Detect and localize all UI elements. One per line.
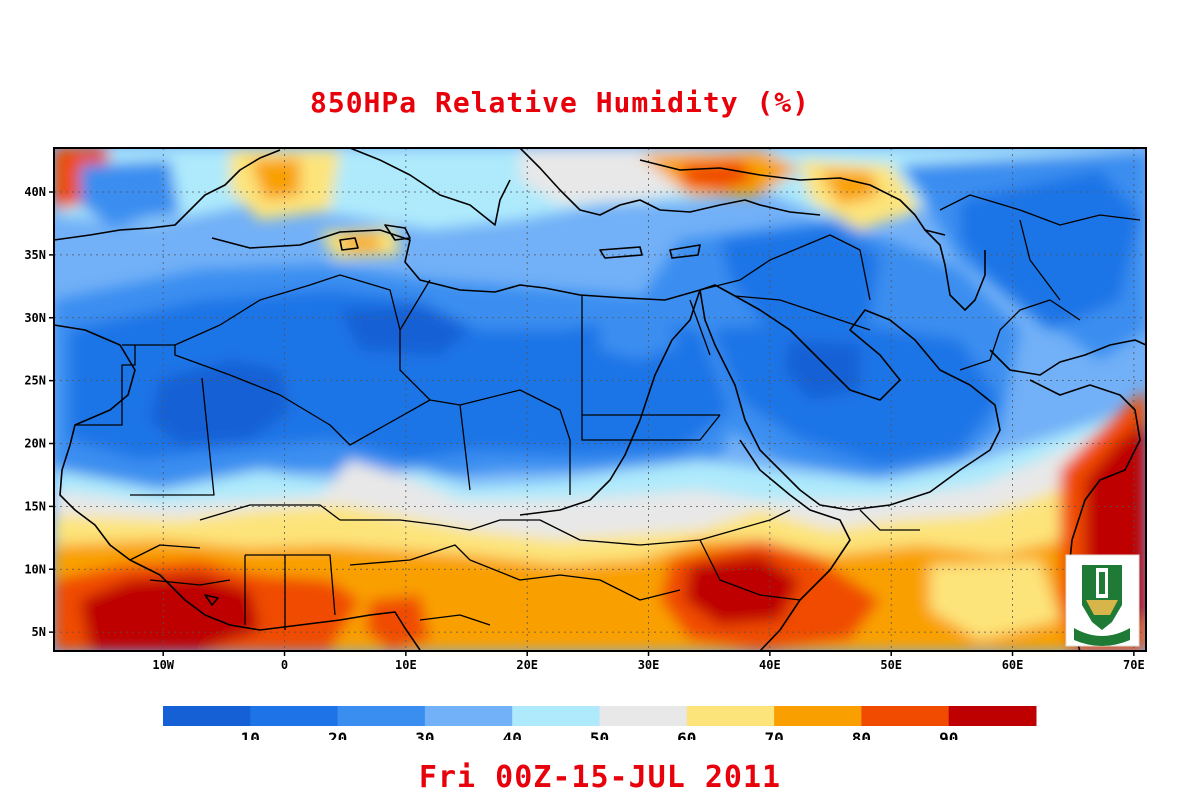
colorbar-swatch — [599, 706, 688, 726]
y-tick-label: 20N — [24, 437, 46, 451]
humidity-map: 10W 0 10E 20E 30E 40E 50E 60E 70E 40N 35N 30N 25N 20N… — [24, 147, 1147, 740]
colorbar-swatch — [686, 706, 775, 726]
map-title: 850HPa Relative Humidity (%) — [309, 86, 810, 119]
colorbar-swatch — [163, 706, 251, 726]
map-frame — [53, 147, 1147, 652]
colorbar-label: 80 — [852, 729, 871, 740]
colorbar-swatch — [774, 706, 862, 726]
colorbar-label: 40 — [503, 729, 522, 740]
y-tick-label: 25N — [24, 374, 46, 388]
colorbar-label: 10 — [241, 729, 260, 740]
colorbar-swatch — [250, 706, 339, 726]
x-tick-label: 60E — [1002, 658, 1024, 672]
valid-time-label: Fri 00Z-15-JUL 2011 — [418, 760, 782, 795]
y-tick-label: 35N — [24, 248, 46, 262]
colorbar-label: 90 — [939, 729, 958, 740]
colorbar-label: 60 — [677, 729, 696, 740]
colorbar-swatch — [948, 706, 1037, 726]
x-tick-label: 40E — [759, 658, 781, 672]
x-tick-label: 50E — [880, 658, 902, 672]
country-borders — [75, 194, 1141, 630]
grid-lines — [54, 148, 1146, 651]
x-tick-label: 20E — [516, 658, 538, 672]
coastlines — [54, 148, 1146, 651]
university-seal-logo — [1065, 554, 1140, 647]
humidity-field — [54, 148, 1146, 651]
y-tick-label: 10N — [24, 562, 46, 576]
x-tick-label: 0 — [281, 658, 288, 672]
y-tick-label: 40N — [24, 185, 46, 199]
colorbar-swatch — [861, 706, 950, 726]
colorbar-label: 30 — [415, 729, 434, 740]
colorbar-swatch — [512, 706, 600, 726]
x-tick-label: 10W — [152, 658, 174, 672]
x-tick-label: 10E — [395, 658, 417, 672]
colorbar-label: 20 — [328, 729, 347, 740]
y-tick-label: 5N — [32, 625, 46, 639]
colorbar-label: 50 — [590, 729, 609, 740]
x-tick-label: 30E — [638, 658, 660, 672]
y-tick-label: 30N — [24, 311, 46, 325]
colorbar-swatch — [337, 706, 426, 726]
x-tick-label: 70E — [1123, 658, 1145, 672]
colorbar: 10 20 30 40 50 60 70 80 90 — [163, 706, 1037, 740]
map-ticks: 10W 0 10E 20E 30E 40E 50E 60E 70E 40N 35N 30N 25N 20N… — [24, 185, 1144, 672]
colorbar-label: 70 — [764, 729, 783, 740]
y-tick-label: 15N — [24, 499, 46, 513]
colorbar-swatch — [424, 706, 513, 726]
